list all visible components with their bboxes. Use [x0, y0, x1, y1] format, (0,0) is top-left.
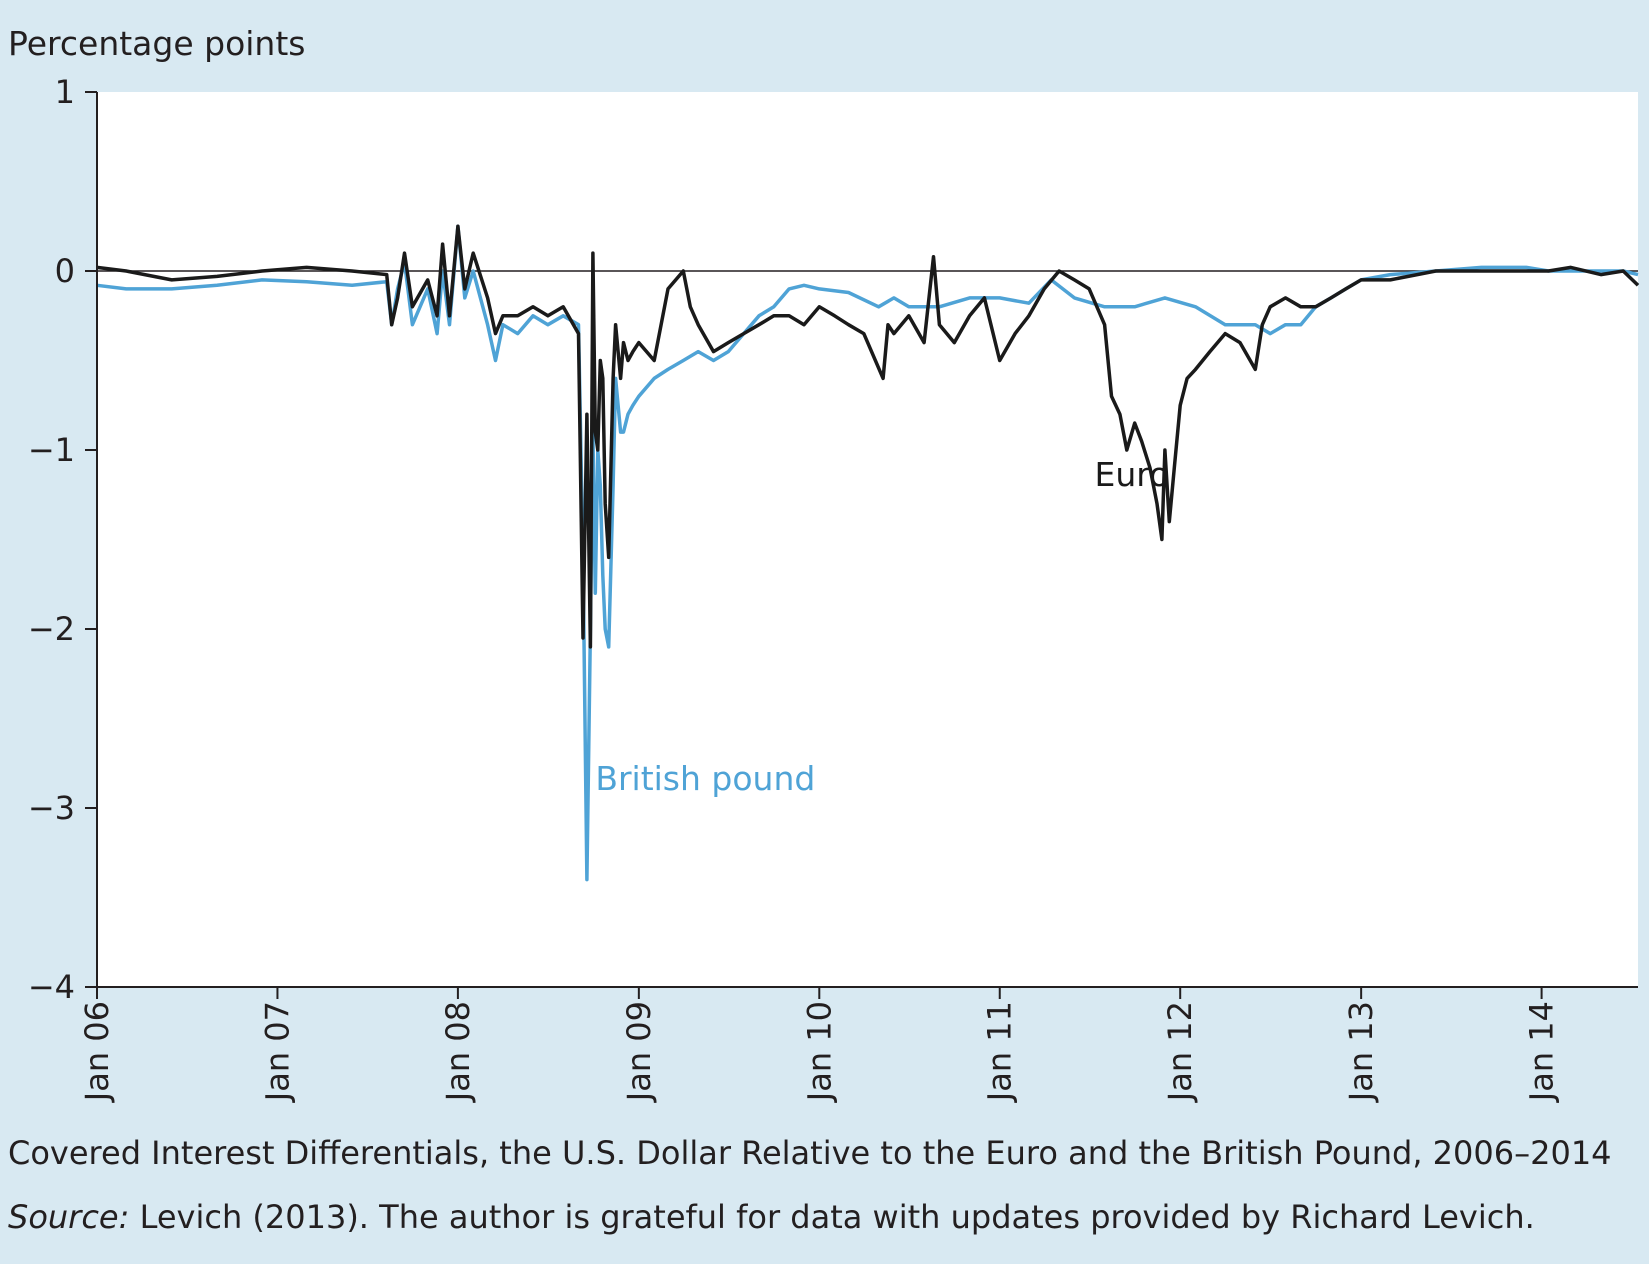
x-tick-label: Jan 10	[800, 1001, 838, 1103]
x-tick-label: Jan 13	[1342, 1001, 1380, 1103]
plot-area	[97, 92, 1638, 987]
y-tick-label: 1	[55, 73, 75, 111]
figure-caption: Covered Interest Differentials, the U.S.…	[8, 1134, 1612, 1172]
x-tick-label: Jan 07	[258, 1001, 296, 1103]
x-tick-label: Jan 08	[439, 1001, 477, 1103]
x-tick-label: Jan 11	[981, 1001, 1019, 1103]
figure-source: Source: Levich (2013). The author is gra…	[8, 1198, 1535, 1236]
euro-series-line	[96, 224, 1640, 649]
y-tick-label: −1	[28, 431, 75, 469]
y-axis: 1 0 −1 −2 −3 −4	[28, 73, 97, 1006]
y-tick-label: −3	[28, 789, 75, 827]
source-label: Source:	[8, 1198, 130, 1236]
series-lines	[96, 224, 1640, 882]
x-tick-label: Jan 14	[1523, 1001, 1561, 1103]
x-tick-label: Jan 09	[620, 1001, 658, 1103]
series-annotations: Euro British pound	[595, 455, 1169, 798]
y-tick-label: −2	[28, 610, 75, 648]
x-tick-label: Jan 12	[1161, 1001, 1199, 1103]
y-tick-label: −4	[28, 968, 75, 1006]
euro-series-label: Euro	[1095, 455, 1170, 494]
x-tick-label: Jan 06	[78, 1001, 116, 1103]
british-pound-series-label: British pound	[595, 759, 815, 798]
x-axis: Jan 06 Jan 07 Jan 08 Jan 09 Jan 10 Jan 11 Jan …	[78, 987, 1561, 1103]
source-text: Levich (2013). The author is grateful fo…	[129, 1198, 1535, 1236]
y-tick-label: 0	[55, 252, 75, 290]
y-axis-title: Percentage points	[8, 24, 305, 63]
